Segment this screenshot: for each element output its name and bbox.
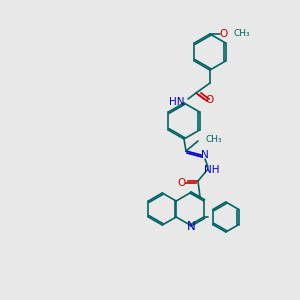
Text: HN: HN — [169, 97, 185, 107]
Text: O: O — [219, 29, 227, 39]
Text: O: O — [205, 95, 213, 105]
Text: CH₃: CH₃ — [234, 29, 250, 38]
Text: CH₃: CH₃ — [206, 134, 223, 143]
Text: N: N — [201, 150, 209, 160]
Text: O: O — [177, 178, 185, 188]
Text: NH: NH — [204, 165, 220, 175]
Text: N: N — [187, 220, 195, 232]
